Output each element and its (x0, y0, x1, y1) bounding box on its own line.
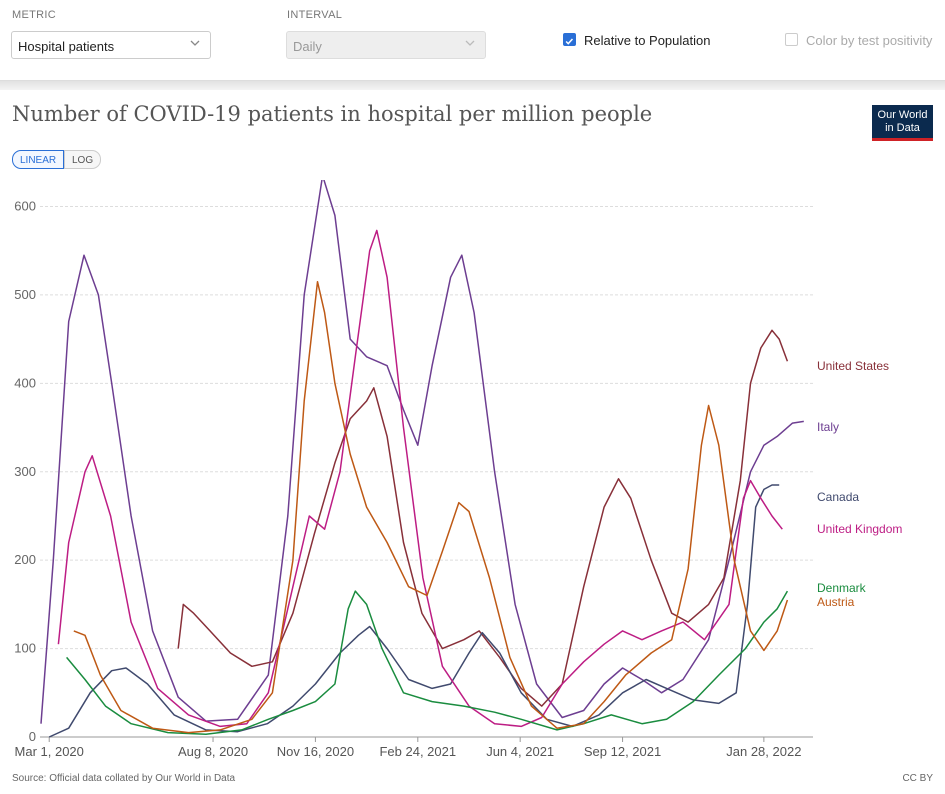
interval-select-value: Daily (293, 39, 322, 54)
series-label-canada: Canada (817, 490, 859, 504)
metric-select-value: Hospital patients (18, 39, 115, 54)
series-lines (40, 180, 804, 738)
y-tick-label: 500 (14, 287, 36, 302)
license-link[interactable]: CC BY (902, 773, 933, 784)
x-tick-label: Mar 1, 2020 (15, 744, 84, 759)
y-tick-label: 600 (14, 199, 36, 214)
series-label-united-states: United States (817, 359, 889, 373)
y-tick-label: 400 (14, 375, 36, 390)
x-tick-label: Feb 24, 2021 (379, 744, 456, 759)
series-labels: Italy United States Canada United Kingdom De… (817, 359, 902, 609)
relative-checkbox[interactable] (563, 33, 576, 46)
color-positivity-label[interactable]: Color by test positivity (806, 33, 933, 48)
metric-label: METRIC (12, 9, 56, 21)
controls-bar: METRIC Hospital patients INTERVAL Daily … (0, 0, 945, 80)
x-tick-label: Nov 16, 2020 (277, 744, 354, 759)
y-tick-label: 0 (29, 729, 36, 744)
checkmark-icon (565, 38, 574, 45)
series-line-canada (48, 484, 780, 738)
series-line-united-states (177, 329, 789, 707)
interval-select[interactable]: Daily (286, 31, 486, 59)
chart-title: Number of COVID-19 patients in hospital … (12, 102, 653, 126)
x-tick-label: Aug 8, 2020 (178, 744, 248, 759)
chevron-down-icon (190, 40, 200, 46)
relative-label[interactable]: Relative to Population (584, 33, 711, 48)
chevron-down-icon (465, 40, 475, 46)
x-tick-label: Sep 12, 2021 (584, 744, 661, 759)
color-positivity-checkbox[interactable] (785, 33, 798, 46)
series-line-austria (73, 280, 789, 734)
line-chart: 0 100 200 300 400 500 600 Mar 1, 2020 Aug 8, 202… (14, 180, 902, 759)
series-line-denmark (66, 590, 789, 736)
series-label-italy: Italy (817, 420, 839, 434)
source-note: Source: Official data collated by Our Wo… (12, 773, 236, 784)
owid-logo[interactable]: Our World in Data (872, 105, 933, 141)
y-tick-label: 200 (14, 552, 36, 567)
y-tick-label: 300 (14, 464, 36, 479)
interval-label: INTERVAL (287, 9, 343, 21)
logo-line-2: in Data (885, 122, 920, 134)
gridlines (40, 206, 813, 738)
series-label-denmark: Denmark (817, 581, 867, 595)
logo-line-1: Our World (877, 109, 928, 121)
series-line-italy (40, 180, 804, 724)
divider (0, 80, 945, 90)
metric-select[interactable]: Hospital patients (11, 31, 211, 59)
x-tick-label: Jun 4, 2021 (486, 744, 554, 759)
series-label-austria: Austria (817, 595, 855, 609)
linear-scale-button[interactable]: LINEAR (12, 150, 65, 169)
series-line-united-kingdom (57, 229, 783, 728)
log-scale-button[interactable]: LOG (64, 150, 102, 169)
series-label-united-kingdom: United Kingdom (817, 522, 902, 536)
y-tick-label: 100 (14, 641, 36, 656)
x-tick-label: Jan 28, 2022 (726, 744, 801, 759)
axes: 0 100 200 300 400 500 600 Mar 1, 2020 Aug 8, 202… (14, 199, 801, 759)
